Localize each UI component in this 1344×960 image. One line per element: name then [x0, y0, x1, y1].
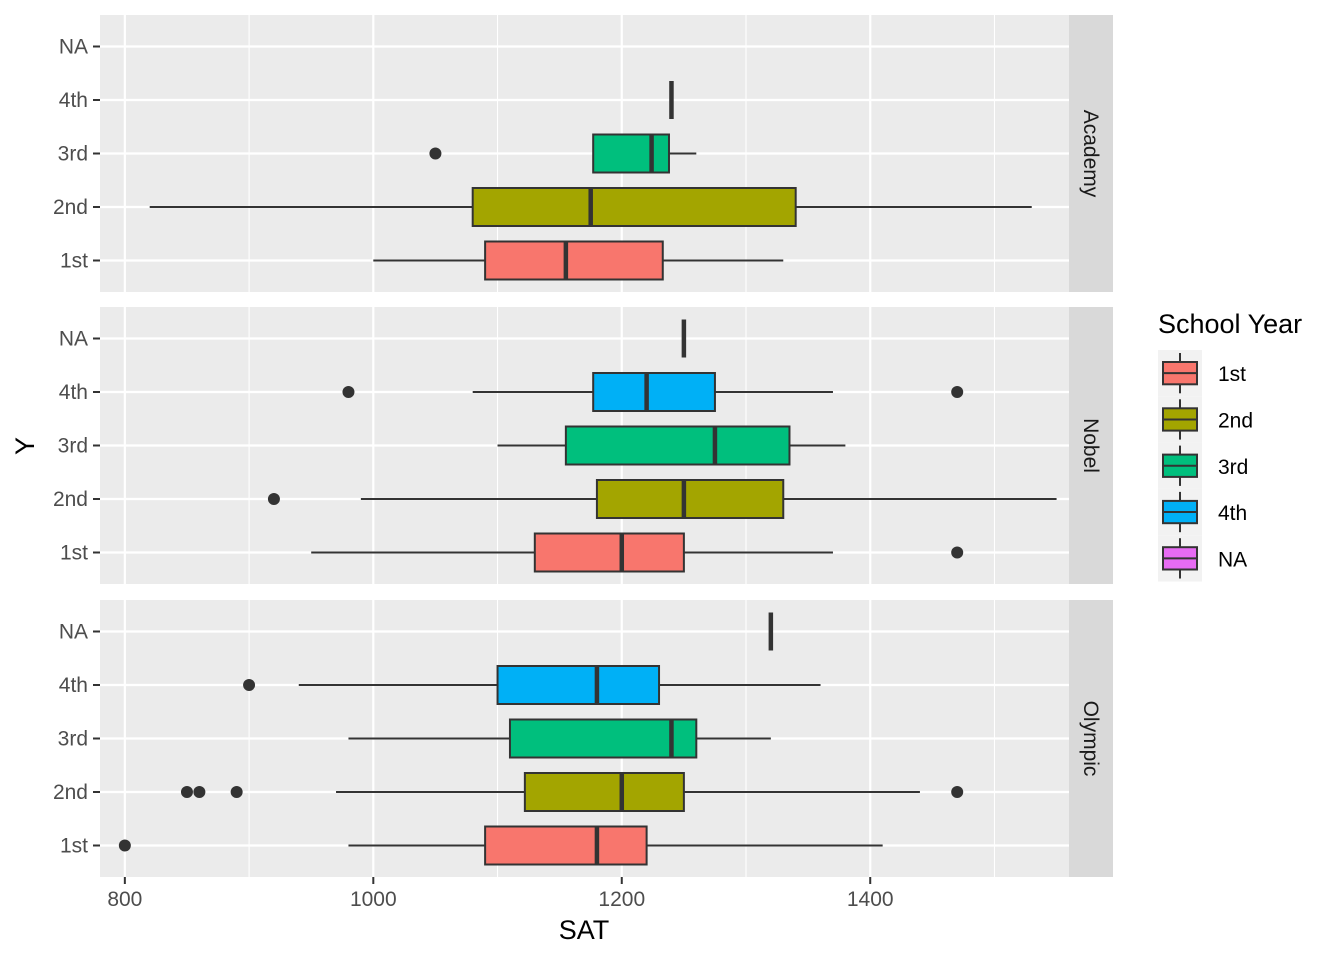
legend-key-na: NA [1158, 535, 1247, 582]
x-tick-label: 1400 [847, 888, 894, 911]
box-nobel-1st [311, 532, 964, 573]
legend-title: School Year [1158, 309, 1302, 339]
outlier-point [267, 493, 280, 505]
legend-keys: 1st 2nd 3rd 4th NA [1158, 350, 1253, 582]
box-nobel-4th [342, 372, 964, 412]
facet-panel-olympic: 1st 2nd 3rd 4th NA Olympic [53, 600, 1113, 877]
y-tick-label: 2nd [53, 488, 88, 511]
box-iqr [533, 532, 685, 573]
box-olympic-1st [118, 825, 883, 866]
box-academy-3rd [429, 133, 697, 174]
outlier-point [193, 786, 206, 798]
outlier-point [951, 386, 964, 398]
box-iqr [595, 479, 785, 519]
outlier-point [180, 786, 193, 798]
box-nobel-2nd [267, 479, 1057, 519]
facet-strip-label: Nobel [1079, 418, 1102, 473]
box-iqr [592, 133, 670, 174]
y-tick-label: 4th [59, 674, 88, 697]
facet-strip-label: Olympic [1079, 701, 1102, 777]
box-nobel-3rd [497, 425, 846, 466]
box-olympic-2nd [180, 772, 964, 812]
x-axis-title: SAT [559, 915, 610, 945]
legend-label: 1st [1218, 363, 1246, 386]
box-academy-2nd [149, 187, 1032, 227]
box-olympic-3rd [348, 718, 771, 759]
outlier-point [342, 386, 355, 398]
y-tick-label: 4th [59, 89, 88, 112]
x-axis: 800 1000 1200 1400 [107, 877, 894, 911]
y-tick-label: 4th [59, 381, 88, 404]
box-iqr [564, 425, 791, 466]
y-tick-label: 1st [60, 250, 88, 273]
facet-strip [1069, 600, 1113, 877]
outlier-point [951, 546, 964, 559]
facet-panels: 1st 2nd 3rd 4th NA Academy 1st 2nd 3rd 4th NA Nobel… [53, 15, 1113, 877]
box-academy-1st [373, 240, 784, 281]
box-olympic-4th [243, 665, 821, 705]
y-tick-label: NA [59, 36, 88, 59]
y-tick-label: NA [59, 621, 88, 644]
y-axis-title: Y [10, 437, 40, 455]
box-iqr [592, 372, 716, 412]
y-tick-label: 3rd [58, 728, 88, 751]
legend: School Year 1st 2nd 3rd 4th NA [1158, 309, 1302, 582]
facet-panel-academy: 1st 2nd 3rd 4th NA Academy [53, 15, 1113, 292]
legend-label: 2nd [1218, 409, 1253, 432]
legend-key-2nd: 2nd [1158, 396, 1253, 443]
y-tick-label: 3rd [58, 143, 88, 166]
outlier-point [429, 147, 442, 160]
outlier-point [951, 786, 964, 798]
legend-key-3rd: 3rd [1158, 442, 1248, 489]
y-tick-label: 1st [60, 542, 88, 565]
legend-label: 3rd [1218, 456, 1248, 479]
facet-strip [1069, 307, 1113, 584]
facet-strip-label: Academy [1079, 110, 1102, 198]
legend-label: 4th [1218, 502, 1247, 525]
y-tick-label: 1st [60, 835, 88, 858]
box-iqr [523, 772, 685, 812]
x-tick-label: 1200 [598, 888, 645, 911]
outlier-point [243, 679, 256, 691]
box-iqr [496, 665, 661, 705]
box-iqr [471, 187, 797, 227]
box-iqr [508, 718, 698, 759]
y-tick-label: 2nd [53, 781, 88, 804]
facet-strip [1069, 15, 1113, 292]
box-iqr [484, 825, 648, 866]
x-tick-label: 800 [107, 888, 142, 911]
y-tick-label: NA [59, 328, 88, 351]
x-tick-label: 1000 [350, 888, 397, 911]
facet-panel-nobel: 1st 2nd 3rd 4th NA Nobel [53, 307, 1113, 584]
legend-label: NA [1218, 548, 1247, 571]
outlier-point [118, 839, 131, 852]
legend-key-4th: 4th [1158, 488, 1247, 536]
y-tick-label: 2nd [53, 196, 88, 219]
legend-key-1st: 1st [1158, 350, 1246, 397]
outlier-point [230, 786, 243, 798]
y-tick-label: 3rd [58, 435, 88, 458]
box-iqr [484, 240, 664, 281]
